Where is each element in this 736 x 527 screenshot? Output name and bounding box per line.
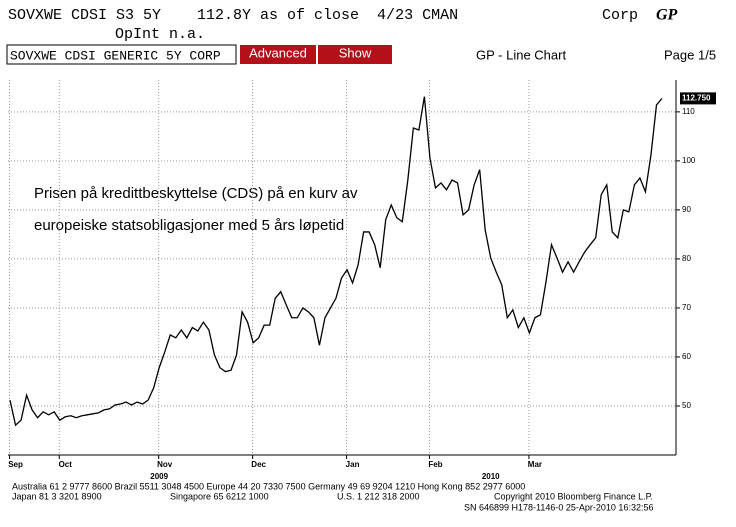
footer-line: Copyright 2010 Bloomberg Finance L.P. (494, 491, 653, 501)
function-code: GP (656, 7, 678, 24)
x-tick-label: Mar (528, 460, 542, 469)
page-indicator: Page 1/5 (664, 47, 716, 62)
advanced-button[interactable] (240, 45, 316, 64)
last-value-box (680, 92, 716, 105)
market: Corp (602, 7, 638, 24)
y-tick-label: 110 (682, 107, 695, 116)
y-tick-label: 90 (682, 205, 691, 214)
last-value-label: 112.750 (682, 93, 711, 102)
x-tick-label: Jan (346, 460, 360, 469)
footer-line: SN 646899 H178-1146-0 25-Apr-2010 16:32:… (464, 502, 653, 512)
x-tick-label: Dec (251, 460, 266, 469)
line-series (9, 96, 663, 427)
x-tick-label: Nov (157, 460, 173, 469)
x-year-label: 2009 (150, 472, 168, 481)
footer-line: U.S. 1 212 318 2000 (337, 491, 420, 501)
footer-line: Japan 81 3 3201 8900 (12, 491, 102, 501)
y-tick-label: 50 (682, 401, 691, 410)
y-tick-label: 70 (682, 303, 691, 312)
security-field-box[interactable] (6, 44, 237, 65)
show-label: Show (339, 45, 372, 60)
x-tick-label: Oct (59, 460, 73, 469)
show-button[interactable] (318, 45, 392, 64)
open-interest: OpInt n.a. (115, 26, 205, 43)
y-tick-label: 80 (682, 254, 691, 263)
advanced-label: Advanced (249, 45, 307, 60)
x-year-label: 2010 (482, 472, 500, 481)
annotation: Prisen på kredittbeskyttelse (CDS) på en… (34, 185, 358, 202)
security-field: SOVXWE CDSI GENERIC 5Y CORP (10, 48, 221, 63)
chart-name: GP - Line Chart (476, 47, 566, 62)
x-tick-label: Feb (428, 460, 442, 469)
footer-line: Singapore 65 6212 1000 (170, 491, 269, 501)
y-tick-label: 60 (682, 352, 691, 361)
footer-line: Australia 61 2 9777 8600 Brazil 5511 304… (12, 481, 525, 491)
ticker-line: SOVXWE CDSI S3 5Y 112.8Y as of close 4/2… (8, 7, 458, 24)
y-tick-label: 100 (682, 156, 696, 165)
x-tick-label: Sep (8, 460, 23, 469)
annotation: europeiske statsobligasjoner med 5 års l… (34, 217, 344, 234)
